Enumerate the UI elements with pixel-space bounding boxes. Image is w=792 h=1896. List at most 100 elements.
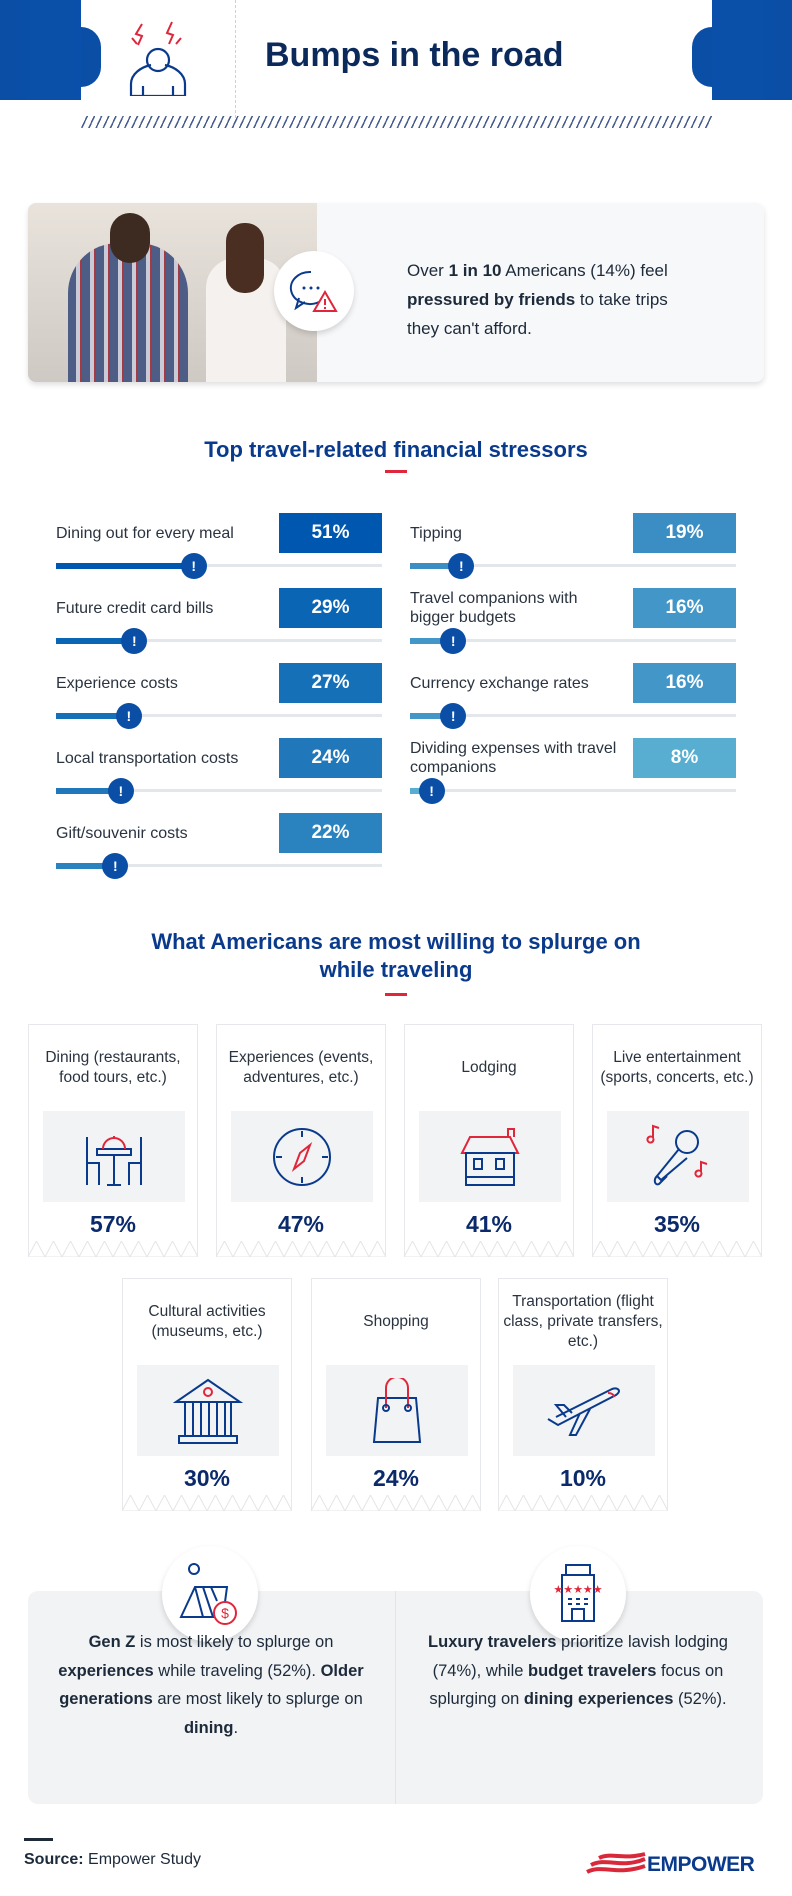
exclamation-icon: ! [440, 703, 467, 729]
zigzag-edge [498, 1495, 668, 1511]
stressor-label: Experience costs [56, 674, 178, 692]
stressor-label: Gift/souvenir costs [56, 824, 188, 842]
gen-z-insight: Gen Z is most likely to splurge on exper… [58, 1633, 364, 1737]
zigzag-edge [216, 1241, 386, 1257]
splurge-percent: 24% [372, 1465, 420, 1491]
splurge-label: Lodging [461, 1059, 517, 1076]
splurge-card: Dining (restaurants, food tours, etc.) 5… [28, 1024, 198, 1257]
stressor-track [410, 564, 736, 567]
splurge-card: Cultural activities (museums, etc.) 30% [122, 1278, 292, 1511]
stressor-track [56, 864, 382, 867]
stressor-row: Travel companions with bigger budgets 16… [410, 588, 736, 660]
stressor-fill [56, 638, 135, 644]
svg-text:★★★★★: ★★★★★ [553, 1583, 602, 1596]
ticket-notch-right [692, 27, 712, 87]
stressor-row: Currency exchange rates 16% ! [410, 663, 736, 735]
stressors-title: Top travel-related financial stressors [204, 437, 588, 462]
museum-icon [137, 1365, 279, 1456]
stressor-label: Dining out for every meal [56, 524, 234, 542]
compass-icon [231, 1111, 373, 1202]
exclamation-icon: ! [121, 628, 148, 654]
splurge-percent: 47% [277, 1211, 325, 1237]
chat-warning-icon [274, 251, 354, 331]
zigzag-edge [28, 1241, 198, 1257]
splurge-card: Shopping 24% [311, 1278, 481, 1511]
stressor-percent-badge: 19% [633, 513, 736, 553]
source-dash [24, 1838, 53, 1841]
stressor-row: Experience costs 27% ! [56, 663, 382, 735]
page-title: Bumps in the road [265, 36, 564, 74]
panel-divider [395, 1591, 396, 1804]
splurge-percent: 57% [89, 1211, 137, 1237]
stressor-fill [56, 563, 194, 569]
empower-logo: EMPOWER [585, 1852, 755, 1878]
stressor-label: Currency exchange rates [410, 674, 589, 692]
ticket-divider [235, 0, 236, 118]
splurge-card: Experiences (events, adventures, etc.) 4… [216, 1024, 386, 1257]
tent-money-icon: $ [162, 1546, 258, 1642]
stressor-row: Dividing expenses with travel companions… [410, 738, 736, 810]
zigzag-edge [592, 1241, 762, 1257]
house-icon [419, 1111, 561, 1202]
stressor-percent-badge: 51% [279, 513, 382, 553]
zigzag-edge [404, 1241, 574, 1257]
microphone-icon [607, 1111, 749, 1202]
title-underline [385, 470, 407, 473]
stressor-fill [56, 788, 121, 794]
splurge-label: Cultural activities (museums, etc.) [148, 1303, 266, 1340]
splurge-title: What Americans are most willing to splur… [151, 929, 641, 982]
exclamation-icon: ! [448, 553, 475, 579]
hatch-stripe [81, 116, 712, 128]
stressor-fill [410, 713, 454, 719]
zigzag-edge [311, 1495, 481, 1511]
stressor-track [56, 789, 382, 792]
luxury-insight: Luxury travelers prioritize lavish lodgi… [428, 1633, 728, 1708]
splurge-label: Dining (restaurants, food tours, etc.) [45, 1049, 181, 1086]
title-underline [385, 993, 407, 996]
stressor-percent-badge: 16% [633, 663, 736, 703]
five-star-hotel-icon: ★★★★★ [530, 1546, 626, 1642]
title-card [81, 0, 712, 118]
splurge-card: Live entertainment (sports, concerts, et… [592, 1024, 762, 1257]
stressor-label: Local transportation costs [56, 749, 239, 767]
stressor-track [410, 789, 736, 792]
stressor-fill [410, 563, 462, 569]
splurge-percent: 41% [465, 1211, 513, 1237]
stressor-label: Future credit card bills [56, 599, 214, 617]
couple-photo [28, 203, 317, 382]
stressor-row: Future credit card bills 29% ! [56, 588, 382, 660]
stressed-person-icon [129, 21, 187, 96]
splurge-label: Shopping [363, 1313, 429, 1330]
splurge-card: Lodging 41% [404, 1024, 574, 1257]
stressor-fill [410, 638, 454, 644]
exclamation-icon: ! [180, 553, 207, 579]
stressor-track [56, 564, 382, 567]
stressor-percent-badge: 27% [279, 663, 382, 703]
stressor-percent-badge: 29% [279, 588, 382, 628]
splurge-label: Transportation (flight class, private tr… [503, 1293, 663, 1350]
splurge-percent: 10% [559, 1465, 607, 1491]
exclamation-icon: ! [418, 778, 445, 804]
stressor-track [410, 639, 736, 642]
dining-table-icon [43, 1111, 185, 1202]
zigzag-edge [122, 1495, 292, 1511]
splurge-label: Experiences (events, adventures, etc.) [228, 1049, 374, 1086]
stressor-track [56, 639, 382, 642]
stressor-label: Tipping [410, 524, 462, 542]
exclamation-icon: ! [102, 853, 129, 879]
airplane-icon [513, 1365, 655, 1456]
stressor-label: Dividing expenses with travel companions [410, 740, 617, 776]
source-note: Source: Empower Study [24, 1851, 201, 1868]
splurge-percent: 30% [183, 1465, 231, 1491]
ticket-notch-left [81, 27, 101, 87]
stressor-label: Travel companions with bigger budgets [410, 590, 578, 626]
splurge-percent: 35% [653, 1211, 701, 1237]
stressor-fill [56, 863, 116, 869]
stressor-percent-badge: 24% [279, 738, 382, 778]
stressor-row: Gift/souvenir costs 22% ! [56, 813, 382, 885]
exclamation-icon: ! [440, 628, 467, 654]
stressor-row: Dining out for every meal 51% ! [56, 513, 382, 585]
stressor-fill [56, 713, 129, 719]
splurge-label: Live entertainment (sports, concerts, et… [600, 1049, 754, 1086]
shopping-bag-icon [326, 1365, 468, 1456]
